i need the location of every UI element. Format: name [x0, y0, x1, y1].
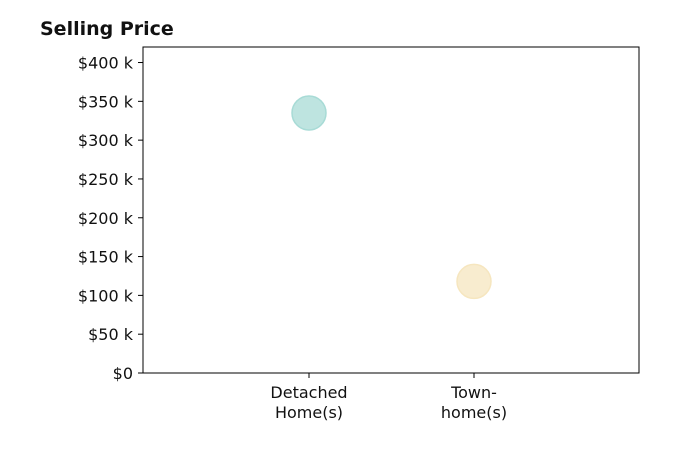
x-category-label: home(s): [441, 403, 507, 422]
x-category-label: Town-: [450, 383, 497, 402]
y-tick-label: $0: [113, 364, 133, 383]
data-point: [291, 95, 327, 131]
x-category-label: Home(s): [275, 403, 343, 422]
y-tick-label: $300 k: [78, 131, 134, 150]
y-tick-label: $50 k: [88, 325, 134, 344]
y-tick-label: $250 k: [78, 170, 134, 189]
y-tick-label: $400 k: [78, 54, 134, 73]
x-category-label: Detached: [270, 383, 347, 402]
y-axis: $0 $50 k $100 k $150 k $200 k $250 k $300 k $35…: [78, 54, 143, 383]
y-tick-label: $350 k: [78, 92, 134, 111]
plot-area-frame: [142, 46, 640, 374]
y-tick-label: $100 k: [78, 286, 134, 305]
data-points: [291, 95, 492, 300]
data-point: [456, 263, 492, 300]
y-tick-label: $200 k: [78, 209, 134, 228]
y-tick-label: $150 k: [78, 248, 134, 267]
chart-title: Selling Price: [40, 18, 174, 40]
